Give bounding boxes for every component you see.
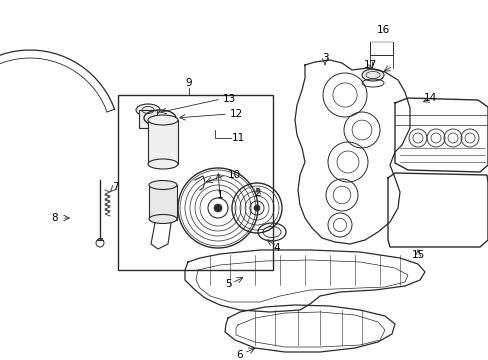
Text: 3: 3 bbox=[321, 53, 327, 63]
Text: 11: 11 bbox=[231, 133, 245, 143]
Bar bbox=[139, 110, 157, 128]
Text: 10: 10 bbox=[227, 170, 241, 180]
Text: 5: 5 bbox=[224, 279, 231, 289]
Circle shape bbox=[253, 205, 260, 211]
Text: 13: 13 bbox=[223, 94, 236, 104]
Ellipse shape bbox=[149, 180, 177, 189]
Ellipse shape bbox=[361, 69, 383, 81]
Text: 17: 17 bbox=[363, 60, 376, 70]
Text: 4: 4 bbox=[273, 243, 280, 253]
Text: 15: 15 bbox=[410, 250, 424, 260]
Text: 8: 8 bbox=[52, 213, 58, 223]
Text: 9: 9 bbox=[185, 78, 192, 88]
Circle shape bbox=[214, 204, 222, 212]
Text: 7: 7 bbox=[111, 182, 118, 192]
Ellipse shape bbox=[148, 115, 178, 125]
Ellipse shape bbox=[148, 159, 178, 169]
Bar bbox=[149, 185, 177, 220]
Text: 6: 6 bbox=[236, 350, 243, 360]
Text: 2: 2 bbox=[254, 188, 261, 198]
Ellipse shape bbox=[149, 215, 177, 224]
Text: 12: 12 bbox=[229, 109, 243, 119]
Bar bbox=[148, 120, 178, 164]
Ellipse shape bbox=[136, 104, 160, 116]
Text: 1: 1 bbox=[216, 190, 223, 200]
Bar bbox=[118, 95, 272, 270]
Text: 16: 16 bbox=[376, 25, 389, 35]
Text: 14: 14 bbox=[423, 93, 436, 103]
